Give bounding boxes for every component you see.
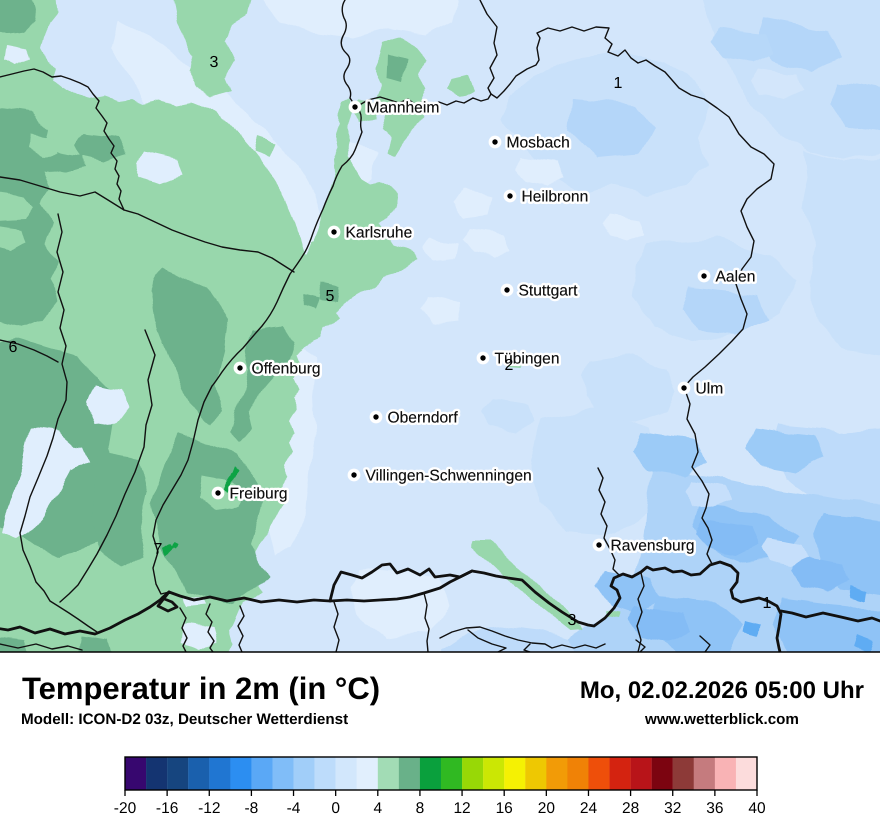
svg-text:Karlsruhe: Karlsruhe bbox=[346, 225, 413, 242]
svg-text:Offenburg: Offenburg bbox=[252, 361, 321, 378]
svg-text:Aalen: Aalen bbox=[716, 269, 756, 286]
svg-text:Aalen: Aalen bbox=[716, 269, 756, 286]
svg-text:Offenburg: Offenburg bbox=[252, 361, 321, 378]
svg-text:Temperatur in 2m (in °C): Temperatur in 2m (in °C) bbox=[22, 671, 380, 706]
svg-text:Oberndorf: Oberndorf bbox=[388, 410, 459, 427]
svg-text:Karlsruhe: Karlsruhe bbox=[346, 225, 413, 242]
svg-text:Ravensburg: Ravensburg bbox=[611, 538, 695, 555]
svg-text:7: 7 bbox=[154, 541, 163, 558]
svg-text:Heilbronn: Heilbronn bbox=[522, 189, 589, 206]
svg-text:20: 20 bbox=[538, 800, 556, 817]
svg-text:3: 3 bbox=[210, 54, 219, 71]
svg-text:-12: -12 bbox=[198, 800, 220, 817]
svg-text:Freiburg: Freiburg bbox=[230, 486, 288, 503]
svg-text:Mo, 02.02.2026 05:00 Uhr: Mo, 02.02.2026 05:00 Uhr bbox=[580, 677, 864, 704]
svg-text:6: 6 bbox=[9, 339, 18, 356]
svg-text:-8: -8 bbox=[245, 800, 259, 817]
svg-text:40: 40 bbox=[748, 800, 766, 817]
svg-text:2: 2 bbox=[505, 357, 514, 374]
svg-text:Mannheim: Mannheim bbox=[367, 100, 440, 117]
svg-text:12: 12 bbox=[453, 800, 470, 817]
svg-text:Ulm: Ulm bbox=[696, 381, 724, 398]
svg-text:Mannheim: Mannheim bbox=[367, 100, 440, 117]
svg-text:Stuttgart: Stuttgart bbox=[519, 283, 579, 300]
svg-text:1: 1 bbox=[614, 75, 623, 92]
svg-text:Ulm: Ulm bbox=[696, 381, 724, 398]
svg-text:-20: -20 bbox=[114, 800, 137, 817]
svg-text:Freiburg: Freiburg bbox=[230, 486, 288, 503]
svg-text:www.wetterblick.com: www.wetterblick.com bbox=[644, 711, 799, 728]
svg-text:3: 3 bbox=[568, 612, 577, 629]
svg-text:Modell: ICON-D2 03z, Deutscher: Modell: ICON-D2 03z, Deutscher Wetterdie… bbox=[21, 711, 348, 728]
svg-text:Oberndorf: Oberndorf bbox=[388, 410, 459, 427]
svg-text:Villingen-Schwenningen: Villingen-Schwenningen bbox=[366, 468, 532, 485]
svg-text:32: 32 bbox=[664, 800, 681, 817]
svg-text:36: 36 bbox=[706, 800, 723, 817]
svg-text:Tübingen: Tübingen bbox=[495, 351, 560, 368]
svg-text:0: 0 bbox=[331, 800, 340, 817]
svg-text:28: 28 bbox=[622, 800, 639, 817]
svg-text:8: 8 bbox=[416, 800, 425, 817]
svg-text:-16: -16 bbox=[156, 800, 178, 817]
svg-text:Tübingen: Tübingen bbox=[495, 351, 560, 368]
svg-text:Mosbach: Mosbach bbox=[507, 135, 570, 152]
svg-text:Ravensburg: Ravensburg bbox=[611, 538, 695, 555]
svg-text:Heilbronn: Heilbronn bbox=[522, 189, 589, 206]
svg-text:Villingen-Schwenningen: Villingen-Schwenningen bbox=[366, 468, 532, 485]
svg-text:16: 16 bbox=[496, 800, 513, 817]
svg-text:-4: -4 bbox=[287, 800, 301, 817]
svg-text:5: 5 bbox=[326, 288, 335, 305]
svg-text:Stuttgart: Stuttgart bbox=[519, 283, 579, 300]
svg-text:Mosbach: Mosbach bbox=[507, 135, 570, 152]
svg-text:24: 24 bbox=[580, 800, 598, 817]
svg-text:1: 1 bbox=[763, 595, 772, 612]
svg-text:4: 4 bbox=[373, 800, 382, 817]
